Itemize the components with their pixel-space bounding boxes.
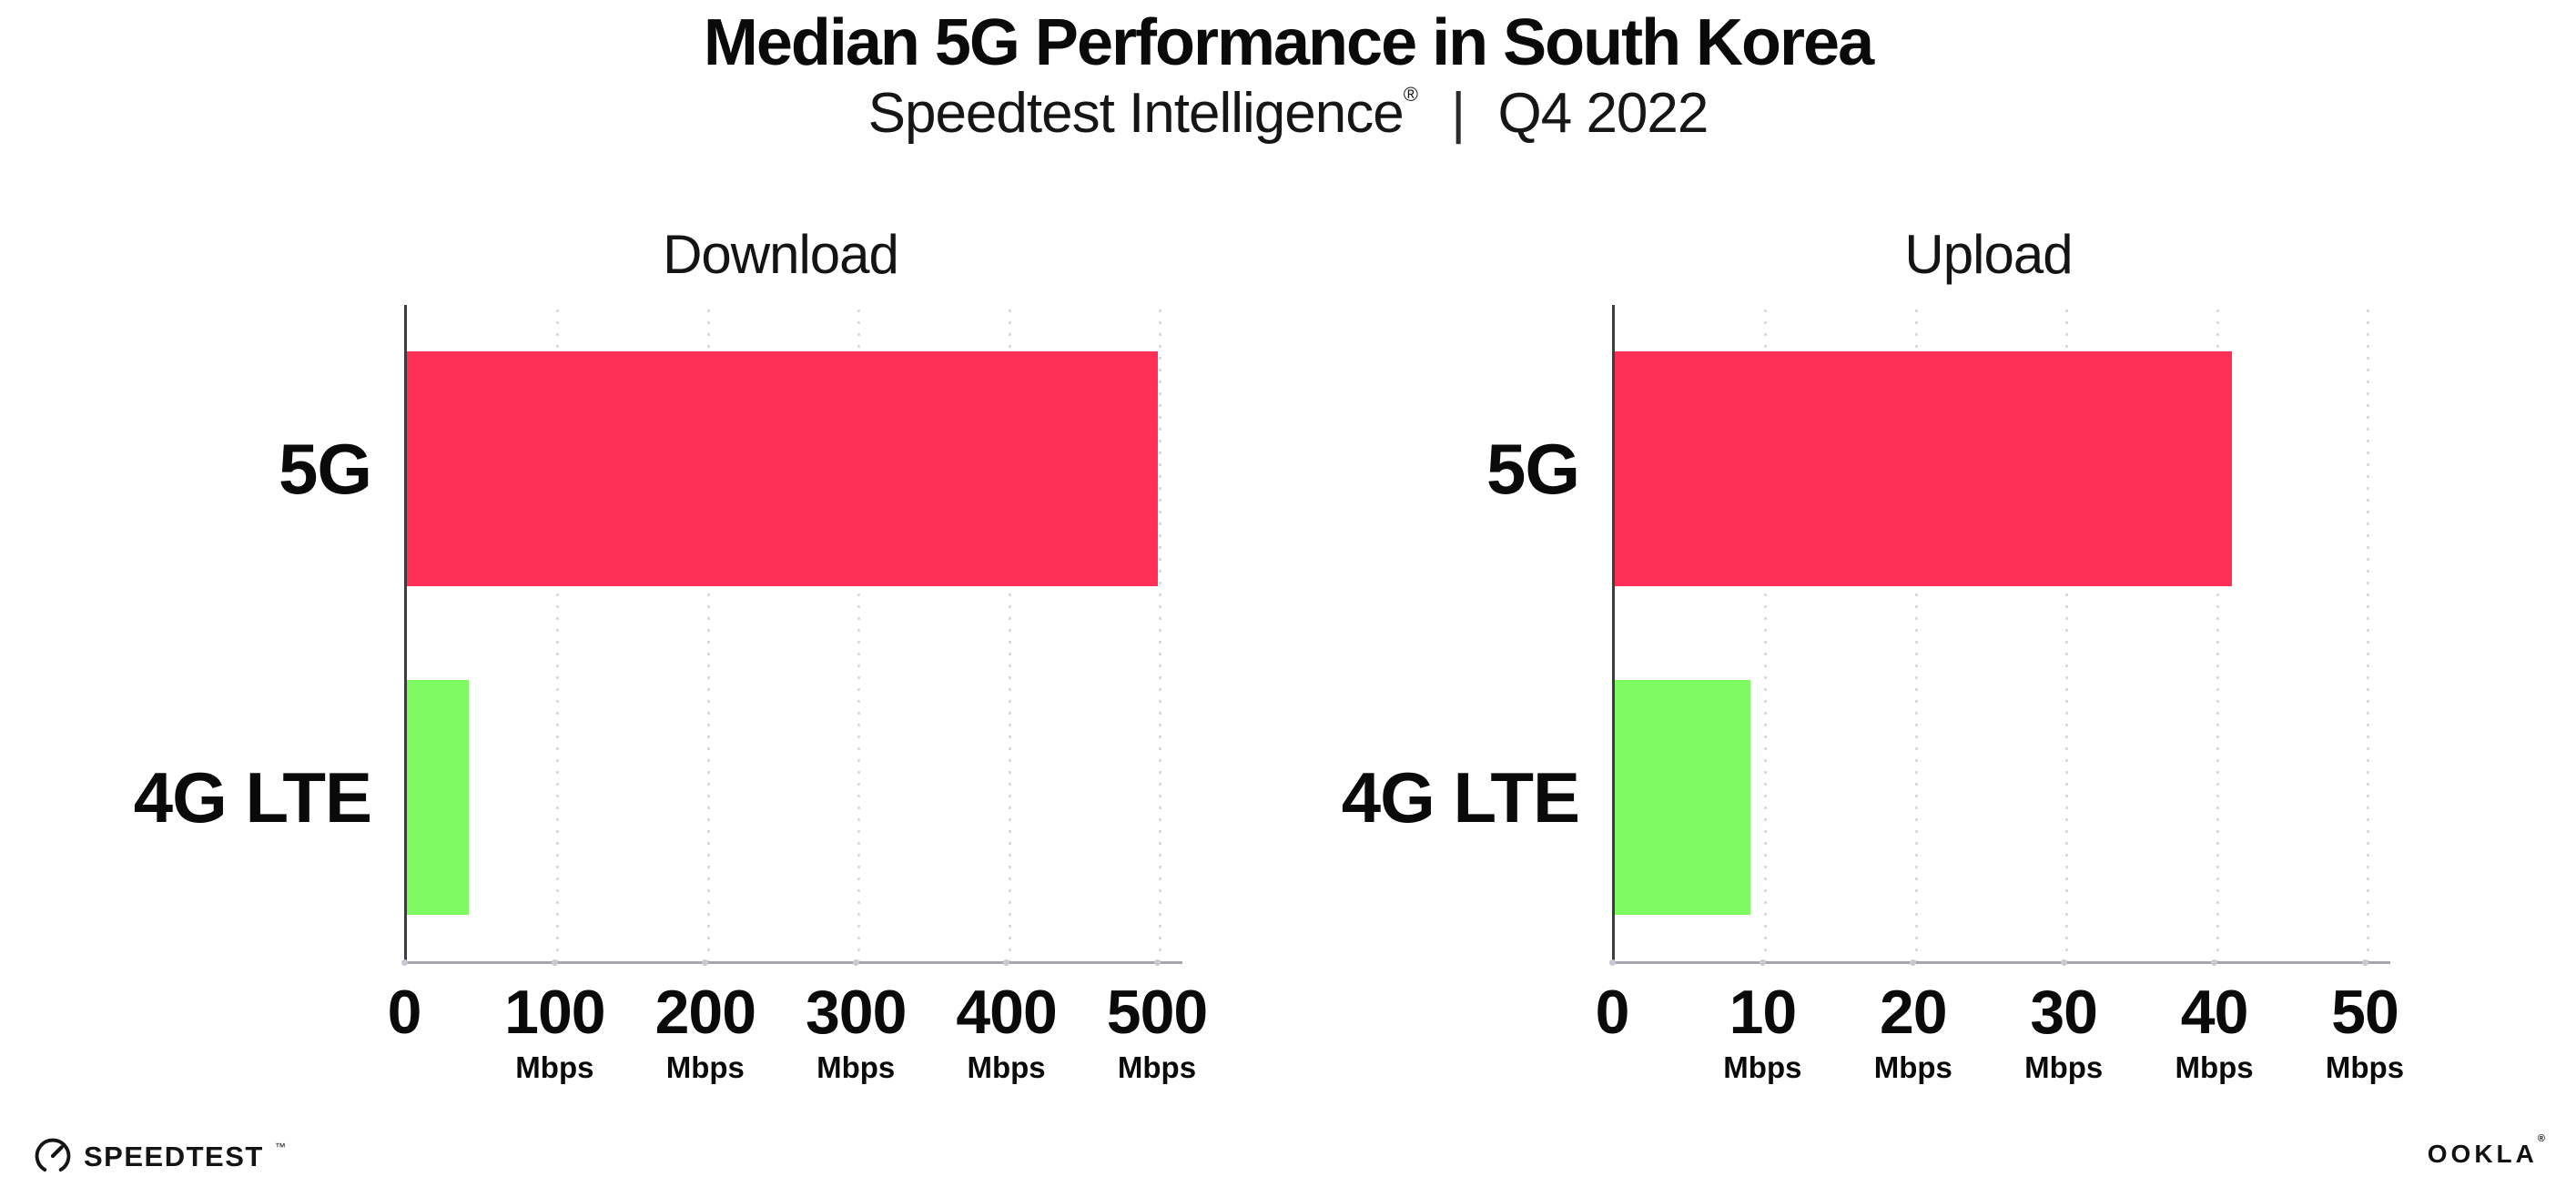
category-label-4g-lte: 4G LTE <box>133 757 372 837</box>
axis-tick-dot-50 <box>2361 959 2368 966</box>
bar-download-5g <box>407 351 1159 586</box>
axis-tick-dot-0 <box>401 959 408 966</box>
chart-title-upload: Upload <box>1904 224 2073 285</box>
gridline-30 <box>2065 305 2069 961</box>
subtitle-period: Q4 2022 <box>1497 82 1709 146</box>
x-tick-value: 400 <box>956 978 1057 1047</box>
x-tick-value: 300 <box>805 978 907 1047</box>
x-tick-unit: Mbps <box>1117 1050 1197 1084</box>
axis-tick-dot-10 <box>1759 959 1766 966</box>
x-tick-value: 50 <box>2331 978 2399 1047</box>
x-tick-value: 10 <box>1729 978 1798 1047</box>
page-title: Median 5G Performance in South Korea <box>703 6 1874 79</box>
axis-tick-dot-100 <box>551 959 558 966</box>
x-tick-unit: Mbps <box>2175 1050 2254 1084</box>
x-tick-unit: Mbps <box>967 1050 1046 1084</box>
x-tick-0: 0 <box>1530 981 1694 1043</box>
page-subtitle: Speedtest Intelligence® | Q4 2022 <box>0 83 2576 145</box>
bar-upload-5g <box>1615 351 2233 586</box>
plot-area-upload <box>1612 305 2369 961</box>
x-tick-unit: Mbps <box>665 1050 745 1084</box>
gridline-40 <box>2216 305 2219 961</box>
x-tick-unit: Mbps <box>1723 1050 1802 1084</box>
speedtest-wordmark: SPEEDTEST <box>84 1140 264 1172</box>
chart-title-download: Download <box>663 224 899 285</box>
gridline-20 <box>1914 305 1918 961</box>
x-tick-50: 50 Mbps <box>2283 981 2447 1082</box>
gridline-400 <box>1008 305 1011 961</box>
ookla-registered-mark: ® <box>2537 1133 2545 1144</box>
axis-tick-dot-400 <box>1003 959 1010 966</box>
x-axis-line-upload <box>1612 961 2390 964</box>
registered-trademark-mark: ® <box>1403 83 1418 107</box>
subtitle-brand: Speedtest Intelligence <box>867 82 1405 146</box>
axis-tick-dot-200 <box>702 959 709 966</box>
speedtest-logo: SPEEDTEST ™ <box>33 1136 286 1176</box>
speedtest-gauge-icon <box>35 1138 71 1172</box>
x-tick-value: 40 <box>2180 978 2249 1047</box>
trademark-mark: ™ <box>274 1141 286 1153</box>
x-axis-line-download <box>404 961 1182 964</box>
axis-tick-dot-40 <box>2211 959 2218 966</box>
x-tick-value: 500 <box>1106 978 1208 1047</box>
plot-area-download <box>404 305 1161 961</box>
gridline-50 <box>2367 305 2369 961</box>
x-tick-value: 200 <box>654 978 756 1047</box>
axis-tick-dot-20 <box>1910 959 1917 966</box>
x-tick-20: 20 Mbps <box>1831 981 1995 1082</box>
ookla-logo: OOKLA® <box>2427 1134 2545 1168</box>
x-tick-unit: Mbps <box>816 1050 896 1084</box>
ookla-wordmark: OOKLA <box>2427 1140 2538 1168</box>
x-tick-value: 0 <box>387 978 422 1047</box>
x-tick-unit: Mbps <box>2024 1050 2104 1084</box>
category-label-5g: 5G <box>278 429 372 509</box>
gridline-500 <box>1159 305 1161 961</box>
axis-tick-dot-500 <box>1153 959 1161 966</box>
x-tick-0: 0 <box>322 981 486 1043</box>
x-tick-500: 500 Mbps <box>1075 981 1239 1082</box>
x-tick-300: 300 Mbps <box>774 981 938 1082</box>
gridline-200 <box>706 305 710 961</box>
axis-tick-dot-0 <box>1608 959 1616 966</box>
category-label-4g-lte: 4G LTE <box>1341 757 1580 837</box>
x-tick-value: 0 <box>1595 978 1630 1047</box>
bar-upload-4g-lte <box>1615 680 1750 915</box>
axis-tick-dot-300 <box>852 959 859 966</box>
x-tick-30: 30 Mbps <box>1982 981 2145 1082</box>
x-tick-100: 100 Mbps <box>472 981 636 1082</box>
x-tick-400: 400 Mbps <box>925 981 1089 1082</box>
bar-download-4g-lte <box>407 680 469 915</box>
x-tick-unit: Mbps <box>1873 1050 1952 1084</box>
x-tick-10: 10 Mbps <box>1680 981 1844 1082</box>
gridline-100 <box>556 305 560 961</box>
subtitle-separator: | <box>1451 82 1465 146</box>
x-tick-unit: Mbps <box>515 1050 594 1084</box>
x-tick-value: 20 <box>1879 978 1948 1047</box>
axis-tick-dot-30 <box>2060 959 2067 966</box>
x-tick-value: 30 <box>2030 978 2098 1047</box>
gridline-300 <box>857 305 861 961</box>
header: Median 5G Performance in South Korea Spe… <box>0 6 2576 145</box>
gridline-10 <box>1764 305 1768 961</box>
x-tick-200: 200 Mbps <box>624 981 787 1082</box>
x-tick-40: 40 Mbps <box>2133 981 2297 1082</box>
x-tick-value: 100 <box>504 978 605 1047</box>
x-tick-unit: Mbps <box>2325 1050 2405 1084</box>
category-label-5g: 5G <box>1486 429 1580 509</box>
